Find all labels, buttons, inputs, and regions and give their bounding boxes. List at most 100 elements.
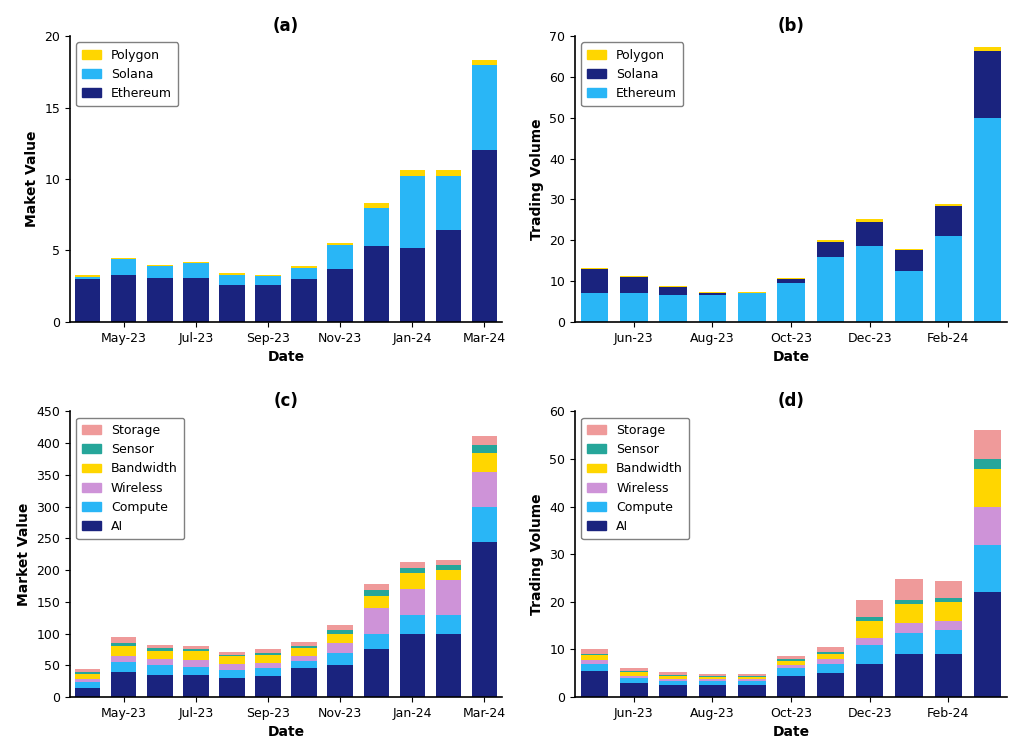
Bar bbox=[472, 65, 497, 150]
Bar bbox=[621, 683, 647, 697]
Bar bbox=[147, 651, 172, 659]
Bar bbox=[292, 646, 316, 648]
Bar bbox=[112, 671, 136, 697]
Bar bbox=[935, 602, 963, 621]
Bar bbox=[364, 590, 389, 596]
Bar bbox=[472, 60, 497, 65]
Bar bbox=[698, 296, 726, 322]
Bar bbox=[147, 645, 172, 648]
Bar bbox=[399, 170, 425, 176]
Bar bbox=[856, 617, 884, 621]
Bar bbox=[364, 246, 389, 322]
Bar bbox=[292, 266, 316, 268]
Bar bbox=[738, 681, 766, 685]
Bar bbox=[581, 269, 608, 293]
Bar bbox=[328, 625, 352, 631]
Bar bbox=[621, 276, 647, 277]
Bar bbox=[255, 652, 281, 655]
Bar bbox=[817, 674, 844, 697]
Bar bbox=[817, 664, 844, 674]
Bar bbox=[112, 655, 136, 662]
Bar bbox=[183, 652, 209, 660]
Bar bbox=[147, 648, 172, 651]
Bar bbox=[219, 652, 245, 655]
Bar bbox=[621, 672, 647, 676]
Bar bbox=[364, 584, 389, 590]
Bar bbox=[895, 271, 923, 322]
Bar bbox=[399, 615, 425, 634]
Bar bbox=[472, 507, 497, 541]
Bar bbox=[147, 675, 172, 697]
Bar bbox=[328, 643, 352, 652]
Title: (d): (d) bbox=[777, 392, 805, 410]
Bar bbox=[659, 676, 687, 679]
Bar bbox=[183, 649, 209, 652]
Bar bbox=[399, 573, 425, 589]
Bar bbox=[399, 589, 425, 615]
Bar bbox=[364, 203, 389, 208]
Bar bbox=[399, 562, 425, 569]
Bar bbox=[738, 293, 766, 322]
Bar bbox=[435, 231, 461, 322]
Bar bbox=[581, 671, 608, 697]
Bar bbox=[856, 645, 884, 664]
Bar bbox=[621, 676, 647, 678]
Bar bbox=[435, 560, 461, 565]
Title: (b): (b) bbox=[777, 17, 805, 35]
Bar bbox=[472, 472, 497, 507]
Bar bbox=[621, 671, 647, 672]
Bar bbox=[75, 687, 100, 697]
Bar bbox=[738, 677, 766, 680]
Bar bbox=[777, 661, 805, 665]
Bar bbox=[364, 208, 389, 246]
Bar bbox=[974, 51, 1001, 118]
Bar bbox=[817, 647, 844, 652]
Bar bbox=[777, 283, 805, 322]
Bar bbox=[472, 453, 497, 472]
Bar bbox=[817, 240, 844, 242]
Bar bbox=[147, 265, 172, 266]
X-axis label: Date: Date bbox=[772, 725, 810, 739]
Bar bbox=[219, 656, 245, 664]
Bar bbox=[292, 648, 316, 655]
Bar bbox=[219, 678, 245, 697]
Bar bbox=[219, 273, 245, 274]
X-axis label: Date: Date bbox=[267, 350, 304, 364]
Bar bbox=[75, 669, 100, 672]
Bar bbox=[75, 672, 100, 674]
Bar bbox=[147, 266, 172, 277]
Bar bbox=[112, 662, 136, 671]
Bar bbox=[581, 649, 608, 654]
Bar bbox=[935, 236, 963, 322]
Bar bbox=[581, 268, 608, 269]
Bar bbox=[75, 674, 100, 680]
Bar bbox=[856, 664, 884, 697]
Bar bbox=[935, 206, 963, 236]
Bar bbox=[974, 459, 1001, 469]
Bar bbox=[75, 277, 100, 279]
Bar bbox=[698, 685, 726, 697]
Bar bbox=[435, 176, 461, 231]
Legend: Polygon, Solana, Ethereum: Polygon, Solana, Ethereum bbox=[582, 42, 683, 107]
Bar bbox=[472, 541, 497, 697]
Bar bbox=[255, 676, 281, 697]
Bar bbox=[698, 681, 726, 685]
Bar bbox=[183, 646, 209, 649]
Bar bbox=[328, 652, 352, 665]
Bar bbox=[738, 674, 766, 676]
Bar bbox=[183, 263, 209, 277]
Bar bbox=[183, 667, 209, 675]
Bar bbox=[659, 679, 687, 681]
Bar bbox=[435, 565, 461, 570]
Bar bbox=[895, 604, 923, 623]
Bar bbox=[472, 435, 497, 445]
Bar bbox=[328, 245, 352, 269]
Bar bbox=[75, 683, 100, 687]
Bar bbox=[698, 677, 726, 680]
Bar bbox=[255, 276, 281, 285]
Bar bbox=[255, 285, 281, 322]
Bar bbox=[219, 664, 245, 671]
Bar bbox=[935, 621, 963, 631]
Bar bbox=[974, 47, 1001, 51]
Bar bbox=[856, 222, 884, 246]
